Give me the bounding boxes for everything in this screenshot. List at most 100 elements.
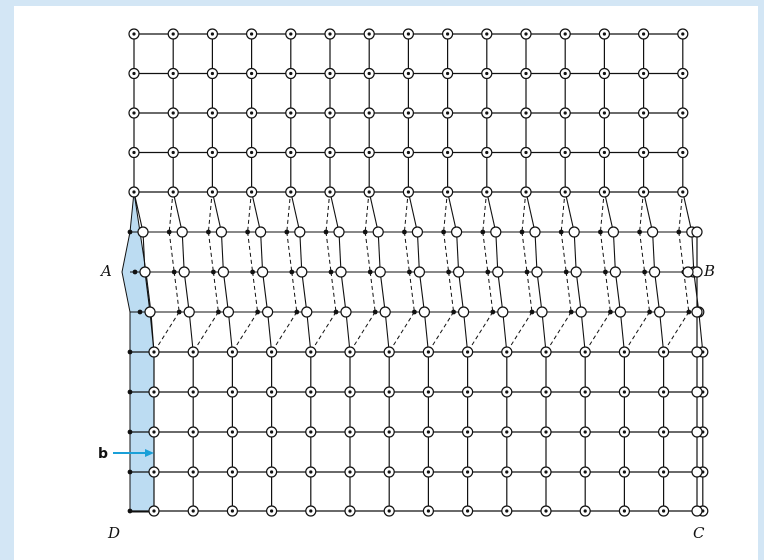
black-dot-atom <box>446 269 451 275</box>
black-dot-atom <box>166 229 172 235</box>
open-atom <box>176 226 188 238</box>
upper-atom-center <box>132 190 136 194</box>
dashed-bond <box>584 311 611 353</box>
black-dot-atom <box>127 389 133 395</box>
label-d: D <box>107 524 120 542</box>
open-atom <box>529 226 541 238</box>
lower-atom-center <box>583 390 587 394</box>
dashed-bond <box>506 311 533 353</box>
lower-atom-center <box>544 509 548 513</box>
upper-atom-center <box>132 111 136 115</box>
open-atom <box>575 306 587 318</box>
black-dot-atom <box>647 309 652 315</box>
dashed-bond <box>286 191 292 233</box>
dashed-bond <box>231 311 259 353</box>
upper-atom-center <box>446 71 450 76</box>
dashed-bond <box>443 231 450 273</box>
dashed-bond <box>678 231 685 273</box>
transition-bond <box>260 231 264 273</box>
upper-atom-center <box>406 190 410 194</box>
dashed-bond <box>599 191 605 233</box>
dashed-bond <box>663 311 690 353</box>
black-dot-atom <box>250 269 256 275</box>
upper-atom-center <box>681 71 685 76</box>
upper-atom-center <box>367 71 371 76</box>
black-dot-atom <box>402 229 407 235</box>
dashed-bond <box>310 311 337 353</box>
transition-bond <box>188 311 194 353</box>
transition-bond <box>652 231 656 273</box>
lower-atom-center <box>583 430 587 434</box>
lower-atom-center <box>309 470 313 474</box>
transition-bond <box>603 191 614 233</box>
lower-atom-center <box>270 509 274 513</box>
dashed-bond <box>443 191 448 233</box>
lower-atom-center <box>348 430 352 434</box>
burgers-arrow-head <box>145 449 154 457</box>
upper-atom-center <box>406 150 410 155</box>
lower-atom-center <box>387 509 391 513</box>
open-atom <box>570 266 582 278</box>
transition-bond <box>144 271 151 313</box>
lower-atom-center <box>152 509 156 513</box>
upper-atom-center <box>524 150 528 155</box>
lower-atom-center <box>348 390 352 394</box>
lower-atom-center <box>505 430 509 434</box>
transition-bond <box>612 231 616 273</box>
open-atom <box>453 266 465 278</box>
transition-bond <box>183 271 190 313</box>
dashed-bond <box>678 191 684 233</box>
open-atom <box>451 226 463 238</box>
transition-bond <box>536 271 543 313</box>
transition-bond <box>407 191 418 233</box>
transition-bond <box>301 271 308 313</box>
dashed-bond <box>639 191 644 233</box>
dashed-bond <box>330 271 337 313</box>
upper-atom-center <box>563 32 567 36</box>
open-atom <box>691 386 703 398</box>
dashed-bond <box>521 231 528 273</box>
upper-atom-center <box>563 111 567 115</box>
upper-atom-center <box>563 190 567 194</box>
open-atom <box>614 306 627 318</box>
open-atom <box>653 306 666 318</box>
upper-atom-center <box>642 71 646 76</box>
upper-atom-center <box>642 190 646 194</box>
transition-bond <box>564 191 575 233</box>
dashed-bond <box>364 191 370 233</box>
lower-atom-center <box>662 390 666 394</box>
dashed-bond <box>364 231 371 273</box>
black-dot-atom <box>211 269 216 275</box>
lower-atom-center <box>191 430 195 434</box>
label-b: B <box>703 262 715 280</box>
lower-atom-center <box>152 430 156 434</box>
black-dot-atom <box>284 229 290 235</box>
lower-atom-center <box>466 470 470 474</box>
transition-bond <box>541 311 547 353</box>
black-dot-atom <box>127 508 133 514</box>
upper-atom-center <box>367 190 371 194</box>
black-dot-atom <box>686 309 692 315</box>
black-dot-atom <box>127 469 133 475</box>
lower-atom-center <box>387 470 391 474</box>
burgers-vector-label: b <box>98 446 108 462</box>
upper-atom-center <box>171 71 175 76</box>
lower-atom-center <box>152 470 156 474</box>
lower-atom-center <box>622 350 627 354</box>
upper-atom-center <box>210 32 214 36</box>
open-atom <box>139 266 151 278</box>
lower-atom-center <box>622 509 627 513</box>
open-atom <box>178 266 190 278</box>
burgers-vector-arrow <box>113 449 154 457</box>
lower-atom-center <box>270 390 274 394</box>
upper-atom-center <box>289 190 293 194</box>
upper-atom-center <box>602 150 607 155</box>
transition-bond <box>534 231 538 273</box>
black-dot-atom <box>490 309 496 315</box>
upper-atom-center <box>328 71 332 76</box>
dashed-bond <box>349 311 376 353</box>
upper-atom-center <box>367 111 371 115</box>
transition-bond <box>502 311 508 353</box>
black-dot-atom <box>608 309 613 315</box>
open-atom <box>340 306 352 318</box>
